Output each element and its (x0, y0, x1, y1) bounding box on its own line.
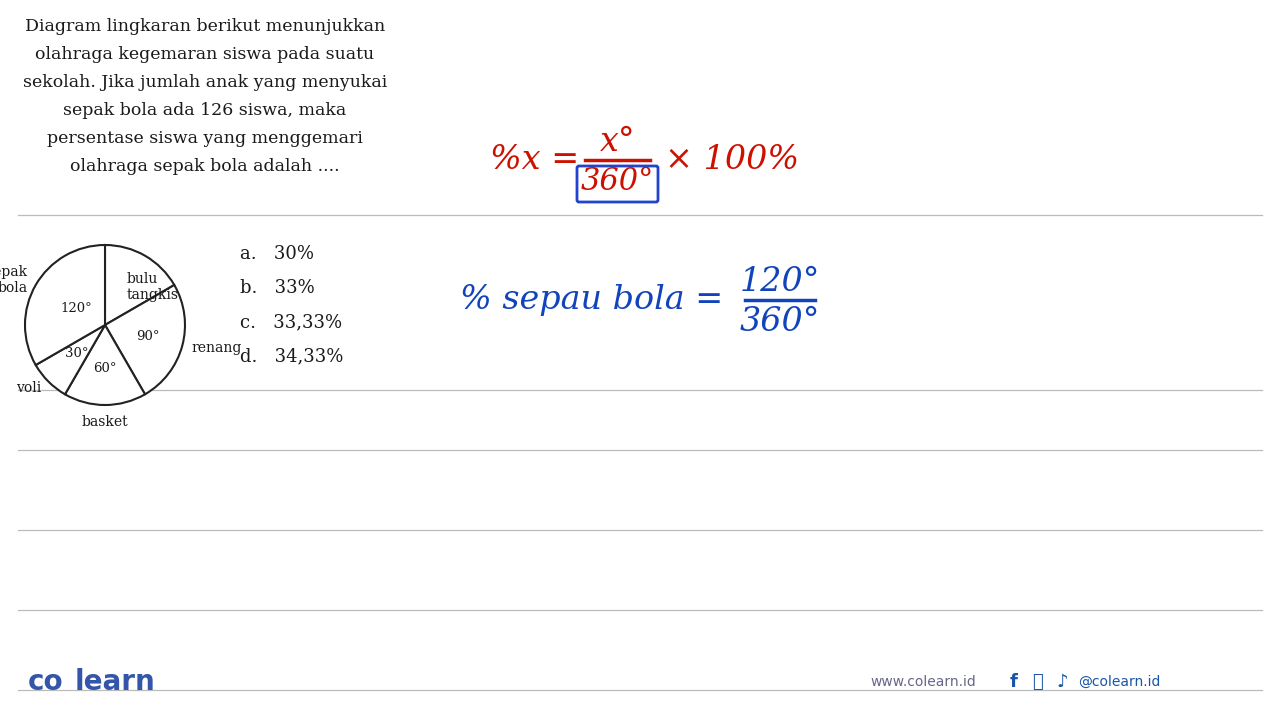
Text: f: f (1010, 673, 1018, 691)
Text: x°: x° (600, 126, 635, 158)
Text: bulu
tangkis: bulu tangkis (127, 271, 179, 302)
Text: persentase siswa yang menggemari: persentase siswa yang menggemari (47, 130, 364, 147)
Wedge shape (105, 285, 186, 395)
Text: co: co (28, 668, 64, 696)
Text: sekolah. Jika jumlah anak yang menyukai: sekolah. Jika jumlah anak yang menyukai (23, 74, 387, 91)
Text: % sepau bola =: % sepau bola = (460, 284, 733, 316)
Text: 30°: 30° (65, 347, 88, 360)
Text: c.   33,33%: c. 33,33% (241, 313, 342, 331)
Text: renang: renang (192, 341, 242, 355)
Text: %x =: %x = (490, 144, 590, 176)
Text: 120°: 120° (740, 266, 820, 298)
Text: sepak
bola: sepak bola (0, 265, 27, 295)
Wedge shape (26, 245, 105, 365)
Text: ⓞ: ⓞ (1032, 673, 1043, 691)
Text: @colearn.id: @colearn.id (1078, 675, 1161, 689)
Text: Diagram lingkaran berikut menunjukkan: Diagram lingkaran berikut menunjukkan (24, 18, 385, 35)
Text: d.   34,33%: d. 34,33% (241, 347, 343, 365)
Text: b.   33%: b. 33% (241, 279, 315, 297)
Text: 360°: 360° (740, 306, 820, 338)
Text: 60°: 60° (93, 362, 116, 376)
Wedge shape (65, 325, 145, 405)
Text: ♪: ♪ (1056, 673, 1068, 691)
Text: voli: voli (17, 382, 42, 395)
Text: learn: learn (76, 668, 156, 696)
Text: www.colearn.id: www.colearn.id (870, 675, 975, 689)
Text: a.   30%: a. 30% (241, 245, 314, 263)
Text: 120°: 120° (60, 302, 92, 315)
Wedge shape (105, 245, 174, 325)
Wedge shape (36, 325, 105, 395)
Text: olahraga sepak bola adalah ....: olahraga sepak bola adalah .... (70, 158, 339, 175)
Text: sepak bola ada 126 siswa, maka: sepak bola ada 126 siswa, maka (64, 102, 347, 119)
Text: × 100%: × 100% (666, 144, 799, 176)
Text: basket: basket (82, 415, 128, 428)
Text: 90°: 90° (136, 330, 159, 343)
Text: 360°: 360° (581, 166, 654, 197)
Text: olahraga kegemaran siswa pada suatu: olahraga kegemaran siswa pada suatu (36, 46, 375, 63)
